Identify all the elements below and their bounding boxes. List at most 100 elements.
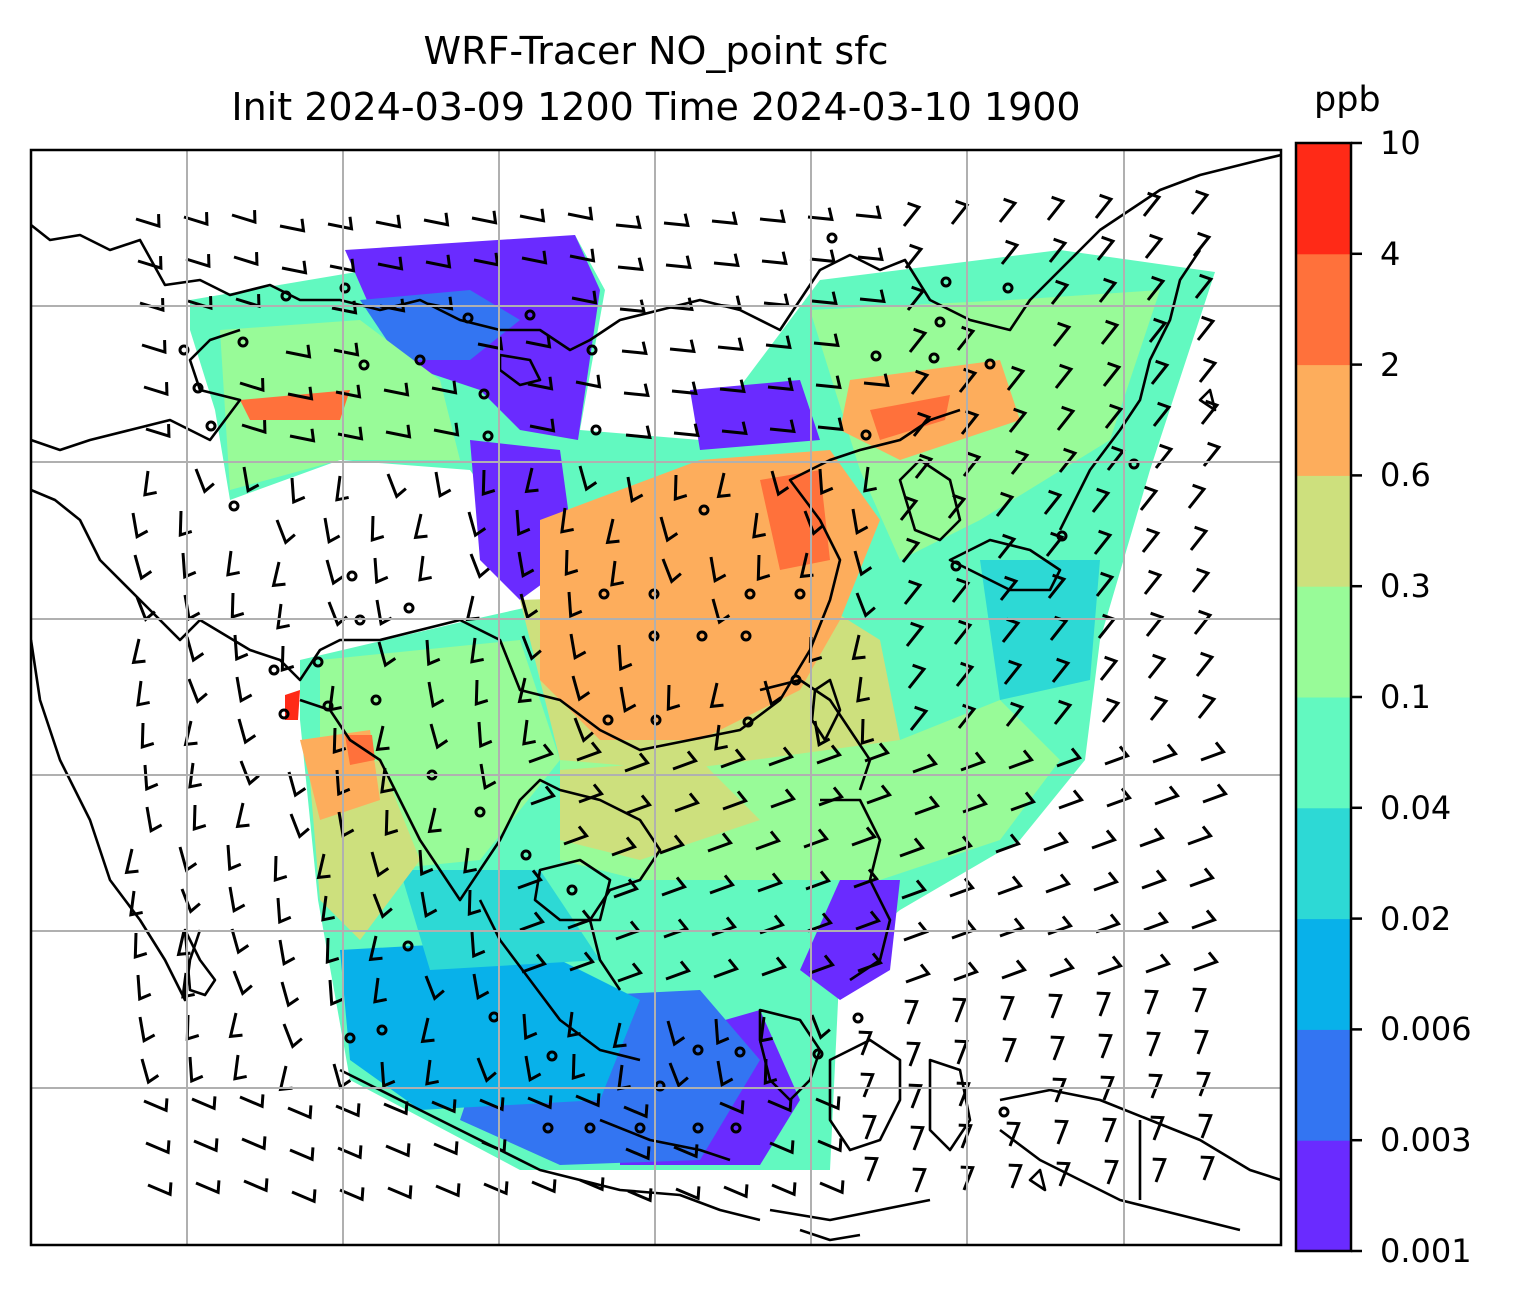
wind-barb [1054,363,1074,389]
wind-barb [1051,657,1071,683]
wind-barb [862,1114,877,1140]
wind-barb [1010,791,1037,812]
wind-barb [947,835,974,856]
wind-barb [623,383,650,398]
wind-barb [759,209,786,224]
calm-wind-marker [1128,458,1140,470]
wind-barb [1193,609,1213,635]
wind-barb [195,1180,221,1195]
wind-barb [1008,1163,1023,1189]
wind-barb [863,373,890,388]
wind-barb [138,1016,156,1043]
wind-barb [1008,749,1035,770]
wind-barb [528,743,555,764]
wind-barb [995,491,1015,517]
wind-barb [385,1143,411,1158]
calm-wind-marker [584,1122,596,1134]
wind-barb [567,206,594,221]
wind-barb [807,207,834,222]
wind-barb [819,1180,845,1195]
wind-barb [1141,527,1161,553]
wind-barb [279,218,306,233]
wind-barb [1192,231,1212,257]
wind-barb [372,893,393,919]
colorbar-unit-label: ppb [1314,80,1381,120]
wind-barb [1196,1071,1211,1097]
wind-barb [1048,237,1068,263]
wind-barb [1003,659,1023,685]
wind-barb [230,928,250,955]
wind-barb [763,293,790,308]
wind-barb [864,742,891,763]
wind-barb [228,1012,243,1039]
wind-barb [723,1184,749,1199]
wind-barb [1144,233,1164,259]
wind-barb [467,889,482,917]
wind-barb [185,636,205,663]
wind-barb [1196,315,1216,341]
wind-barb [809,954,836,975]
wind-barb [280,981,300,1008]
colorbar-band [1296,143,1351,255]
calm-wind-marker [852,1012,864,1024]
wind-barb [517,677,532,704]
wind-barb [1192,987,1207,1013]
wind-barb [327,216,354,231]
wind-barb [711,211,738,226]
wind-barb [673,1144,699,1159]
wind-barb [413,513,428,540]
wind-barb [908,1083,923,1109]
calm-wind-marker [698,504,710,516]
wind-barb [667,297,694,312]
wind-barb [289,428,316,443]
wind-barb [851,826,878,847]
wind-barb [1052,1077,1067,1103]
calm-wind-marker [1002,282,1014,294]
calm-wind-marker [940,276,952,288]
wind-barb [185,254,211,269]
wind-barb [239,760,260,786]
wind-barb [673,474,688,502]
calm-wind-marker [934,316,946,328]
wind-barb [427,681,445,708]
calm-wind-marker [376,1024,388,1036]
wind-barb [855,910,882,931]
chart-title-line1: WRF-Tracer NO_point sfc [423,29,889,73]
wind-barb [1104,403,1124,429]
wind-barb [1102,1117,1117,1143]
wind-barb [621,341,648,356]
wind-barb [659,834,686,855]
wind-barbs [124,189,1229,1204]
wind-barb [563,825,590,846]
wind-barb [193,1138,219,1153]
wind-barb [124,848,139,875]
wind-barb [235,676,253,703]
wind-barb [674,792,701,813]
wind-barb [902,201,922,227]
wind-barb [625,425,652,440]
wind-barb [145,806,163,833]
wind-barb [1058,447,1078,473]
wind-barb [575,374,602,389]
wind-barb [953,619,973,645]
wind-barb [709,874,736,895]
wind-barb [711,916,738,937]
wind-barb [1144,989,1159,1015]
wind-barb [275,519,296,545]
wind-barb [517,551,535,578]
wind-barb [1189,525,1209,551]
wind-barb [1200,399,1220,425]
wind-barb [531,1179,557,1194]
wind-barb [659,516,679,543]
wind-barb [521,250,548,265]
wind-barb [714,724,728,751]
wind-barb [380,1061,396,1089]
wind-barb [906,285,926,311]
wind-barb [519,593,539,620]
wind-barb [281,260,308,275]
wind-barb [716,1060,734,1087]
wind-barb [239,378,265,393]
wind-barb [613,878,640,899]
wind-barb [675,1186,701,1201]
wind-barb [418,555,432,582]
